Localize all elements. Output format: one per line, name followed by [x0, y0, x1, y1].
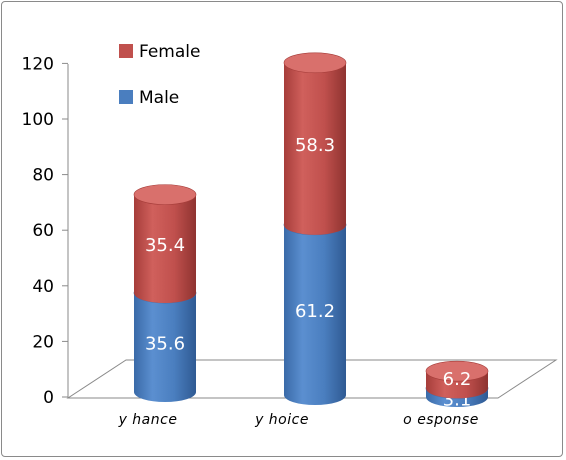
y-tick-label: 100 [22, 110, 54, 130]
category-label: o esponse [403, 412, 479, 428]
bar-body [134, 293, 196, 402]
y-tick-label: 120 [22, 54, 54, 74]
legend-swatch-male [119, 90, 133, 104]
data-label-male: 35.6 [145, 334, 185, 355]
category-labels: y hance y hoice o esponse [118, 412, 479, 428]
y-tick-label: 0 [43, 388, 54, 408]
bar-segment-male: 61.2 [283, 214, 347, 405]
bar-body [134, 194, 196, 304]
data-label-female: 58.3 [295, 135, 335, 156]
y-tick-label: 80 [32, 166, 54, 186]
legend-swatch-female [119, 44, 133, 58]
bar-segment-female: 58.3 [283, 52, 347, 235]
data-label-female: 35.4 [145, 235, 185, 256]
y-tick-label: 20 [32, 332, 54, 352]
y-tick-label: 40 [32, 277, 54, 297]
bar-body [284, 62, 346, 235]
legend-label-male: Male [139, 88, 179, 108]
y-tick-label: 60 [32, 221, 54, 241]
bar-body [284, 224, 346, 405]
category-label: y hance [118, 412, 178, 428]
bar-top [133, 184, 197, 205]
bar-segment-female: 35.4 [133, 184, 197, 304]
bar-top [425, 360, 489, 382]
bars: 35.635.461.258.33.16.2 [133, 52, 489, 411]
data-label-male: 61.2 [295, 301, 335, 322]
y-axis-ticks: 0 20 40 60 80 100 120 [22, 54, 68, 408]
data-label-female: 6.2 [443, 369, 472, 390]
legend-label-female: Female [139, 42, 200, 62]
bar-segment-female: 6.2 [425, 360, 489, 399]
bar-top [283, 52, 347, 74]
category-label: y hoice [254, 412, 309, 428]
legend: Female Male [119, 42, 200, 108]
